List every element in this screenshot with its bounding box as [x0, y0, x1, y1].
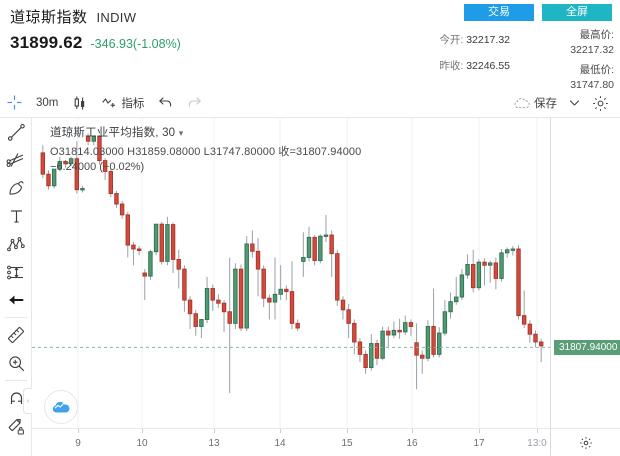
price-row: 31899.62 -346.93(-1.08%)	[10, 33, 181, 53]
time-axis-tick	[78, 429, 79, 433]
high-value: 32217.32	[570, 44, 614, 56]
redo-icon	[189, 97, 202, 107]
time-axis-label: 15	[341, 438, 353, 449]
chart-toolbar: 30m 指标	[0, 88, 620, 118]
quote-header: 道琼斯指数 INDIW 31899.62 -346.93(-1.08%) 交易 …	[0, 0, 620, 91]
arrow-left-icon	[9, 295, 24, 305]
measure-tool[interactable]	[0, 321, 32, 349]
open-value: 32217.32	[466, 34, 510, 46]
time-axis-label: 13:0	[527, 438, 547, 449]
indicators-button[interactable]: 指标	[95, 88, 151, 118]
undo-button[interactable]	[151, 88, 180, 118]
interval-button[interactable]: 30m	[29, 88, 65, 118]
toolbar-left-group: 30m 指标	[0, 88, 209, 118]
drawing-tools-rail: ‹	[0, 118, 32, 456]
position-tool[interactable]	[0, 258, 32, 286]
rail-divider-2	[4, 380, 27, 381]
quote-stats: 今开: 32217.32 昨收: 32246.55 最高价: 32217.32 …	[388, 27, 618, 91]
time-axis-label: 14	[274, 438, 286, 449]
chart-plot-area[interactable]: 道琼斯工业平均指数, 30 ▾ O31814.03000 H31859.0800…	[32, 118, 550, 428]
long-position-icon	[7, 265, 23, 279]
time-axis-label: 13	[208, 438, 220, 449]
zoom-in-icon	[8, 355, 24, 371]
time-axis-tick	[412, 429, 413, 433]
price-axis[interactable]: 31807.94000	[550, 118, 620, 428]
axis-settings-button[interactable]	[550, 428, 620, 456]
time-axis-tick	[214, 429, 215, 433]
chevron-down-icon	[569, 100, 580, 106]
pencil-lock-icon	[8, 419, 24, 435]
arrow-marker-tool[interactable]	[0, 286, 32, 314]
save-dropdown-button[interactable]	[564, 88, 585, 118]
candlestick-plot	[32, 118, 550, 428]
header-buttons: 交易 全屏	[464, 4, 612, 21]
trend-line-tool[interactable]	[0, 118, 32, 146]
fib-retracement-icon	[6, 152, 24, 167]
brush-icon	[8, 180, 24, 195]
zoom-in-tool[interactable]	[0, 349, 32, 377]
prev-close-value: 32246.55	[466, 60, 510, 72]
rail-collapse-handle[interactable]: ‹	[23, 388, 32, 414]
fib-retracement-tool[interactable]	[0, 146, 32, 174]
symbol-name: 道琼斯指数	[10, 9, 88, 26]
pattern-tool[interactable]	[0, 230, 32, 258]
current-price-badge: 31807.94000	[554, 339, 620, 355]
open-stat: 今开: 32217.32	[388, 27, 510, 53]
time-axis-label: 10	[136, 438, 148, 449]
interval-label: 30m	[36, 96, 59, 109]
symbol-code: INDIW	[96, 10, 137, 25]
indicator-icon	[102, 97, 116, 107]
prev-close-label: 昨收:	[439, 60, 464, 72]
stats-right-column: 最高价: 32217.32 最低价: 31747.80	[514, 27, 614, 91]
stats-left-column: 今开: 32217.32 昨收: 32246.55	[388, 27, 510, 79]
text-icon	[10, 210, 22, 223]
magnet-tool[interactable]	[0, 384, 32, 412]
chart-type-button[interactable]	[65, 88, 95, 118]
magnet-icon	[10, 391, 22, 404]
chart-settings-button[interactable]	[585, 88, 616, 118]
gear-icon	[593, 95, 608, 111]
time-axis-label: 17	[473, 438, 485, 449]
symbol-row: 道琼斯指数 INDIW	[10, 6, 136, 27]
time-axis[interactable]: 9 10 13 14 15 16 17 13:0	[32, 428, 550, 456]
last-price: 31899.62	[10, 33, 83, 52]
brand-logo[interactable]	[44, 390, 78, 424]
fullscreen-button[interactable]: 全屏	[542, 4, 612, 21]
price-change: -346.93(-1.08%)	[90, 37, 181, 51]
time-axis-tick	[280, 429, 281, 433]
time-axis-tick	[142, 429, 143, 433]
brush-tool[interactable]	[0, 174, 32, 202]
high-label: 最高价:	[579, 29, 614, 41]
cloud-icon	[514, 97, 530, 108]
cloud-chart-logo-icon	[52, 401, 70, 413]
undo-icon	[159, 97, 172, 107]
redo-button[interactable]	[180, 88, 209, 118]
prev-close-stat: 昨收: 32246.55	[388, 53, 510, 79]
low-label: 最低价:	[579, 64, 614, 76]
crosshair-tool-button[interactable]	[0, 88, 29, 118]
time-axis-tick	[479, 429, 480, 433]
rail-divider	[4, 317, 27, 318]
open-label: 今开:	[439, 34, 464, 46]
gear-icon	[579, 436, 592, 449]
save-button[interactable]: 保存	[506, 88, 564, 118]
toolbar-right-group: 保存	[506, 88, 616, 118]
save-label: 保存	[534, 98, 557, 110]
time-axis-label: 16	[406, 438, 418, 449]
trend-line-icon	[7, 123, 25, 141]
indicators-label: 指标	[121, 97, 145, 110]
ruler-icon	[8, 327, 24, 343]
text-tool[interactable]	[0, 202, 32, 230]
time-axis-tick	[537, 429, 538, 433]
lock-drawings-tool[interactable]	[0, 412, 32, 440]
elliott-pattern-icon	[7, 236, 25, 251]
trade-button[interactable]: 交易	[464, 4, 534, 21]
time-axis-label: 9	[75, 438, 81, 449]
time-axis-tick	[347, 429, 348, 433]
